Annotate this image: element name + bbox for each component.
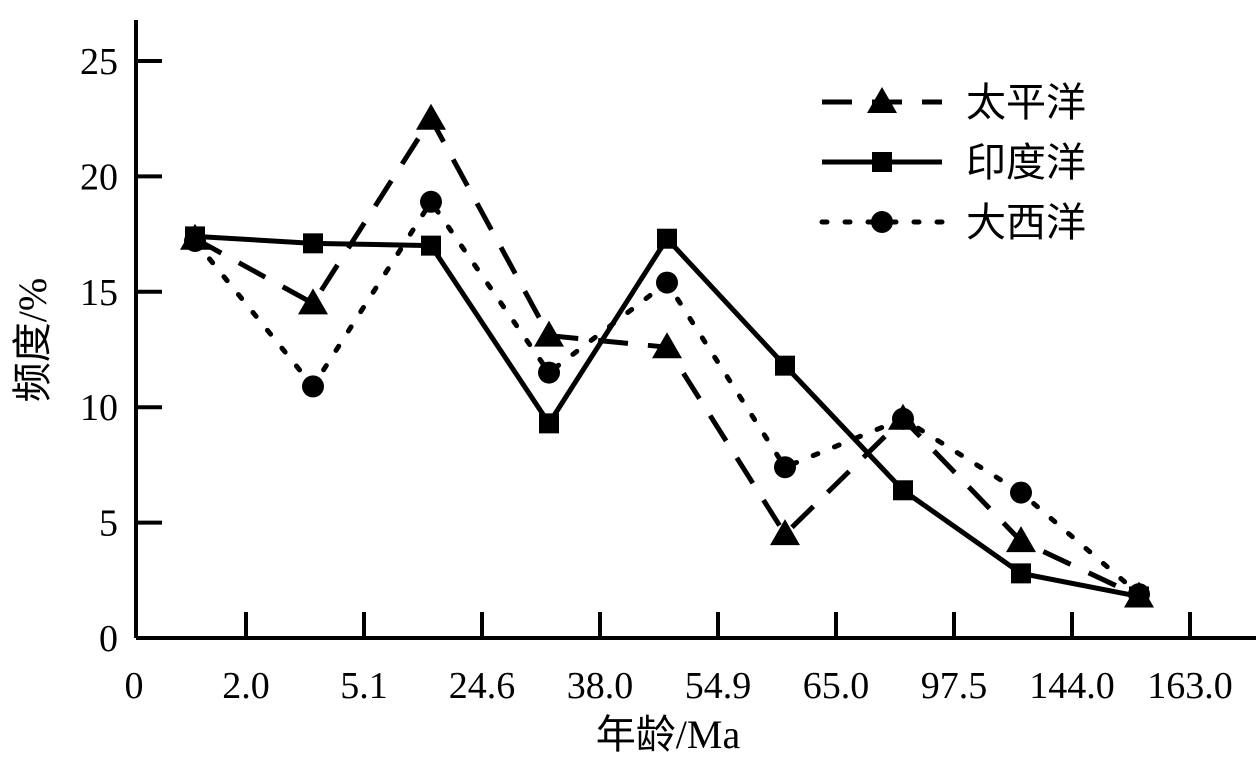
legend-label-2: 印度洋 xyxy=(966,140,1086,185)
y-tick-label-20: 20 xyxy=(80,156,118,198)
data-point-1-8 xyxy=(1006,526,1036,553)
legend-label-3: 大西洋 xyxy=(966,200,1086,245)
data-point-1-3 xyxy=(416,103,446,130)
data-point-1-4 xyxy=(534,320,564,347)
data-point-3-7 xyxy=(892,407,914,430)
data-point-2-7 xyxy=(893,480,913,501)
legend-marker-2 xyxy=(872,152,892,172)
data-point-3-5 xyxy=(656,271,678,294)
x-axis-label: 年龄/Ma xyxy=(596,712,741,757)
y-tick-label-15: 15 xyxy=(80,272,118,314)
origin-label: 0 xyxy=(125,665,144,707)
data-point-1-5 xyxy=(652,332,682,359)
x-tick-label-6: 65.0 xyxy=(803,665,870,707)
data-point-3-6 xyxy=(774,456,796,479)
x-tick-label-3: 24.6 xyxy=(449,665,516,707)
data-point-2-2 xyxy=(303,233,323,254)
series-3 xyxy=(184,190,1150,606)
legend-label-1: 太平洋 xyxy=(966,80,1086,125)
x-tick-label-7: 97.5 xyxy=(921,665,988,707)
data-point-2-4 xyxy=(539,413,559,434)
data-point-3-3 xyxy=(420,190,442,213)
series-layer xyxy=(180,103,1154,608)
x-tick-label-9: 163.0 xyxy=(1147,665,1233,707)
data-point-3-9 xyxy=(1128,583,1150,606)
y-tick-label-0: 0 xyxy=(99,618,118,660)
y-tick-label-10: 10 xyxy=(80,387,118,429)
data-point-3-8 xyxy=(1010,481,1032,504)
x-tick-label-8: 144.0 xyxy=(1029,665,1115,707)
x-tick-label-5: 54.9 xyxy=(685,665,752,707)
data-point-2-5 xyxy=(657,228,677,249)
data-point-1-6 xyxy=(770,519,800,546)
x-tick-label-1: 2.0 xyxy=(222,665,270,707)
y-tick-label-5: 5 xyxy=(99,503,118,545)
series-line-3 xyxy=(192,199,1142,597)
legend-marker-3 xyxy=(871,211,893,233)
axes: 0 5 10 15 20 25 2.0 5.1 24.6 38.0 54.9 65.0 97.5 144.… xyxy=(80,20,1256,707)
data-point-3-4 xyxy=(538,361,560,384)
data-point-3-2 xyxy=(302,375,324,398)
y-tick-label-25: 25 xyxy=(80,41,118,83)
x-tick-label-2: 5.1 xyxy=(340,665,388,707)
data-point-2-3 xyxy=(421,235,441,256)
x-tick-label-4: 38.0 xyxy=(567,665,634,707)
legend-marker-1 xyxy=(867,87,897,113)
data-point-3-1 xyxy=(184,230,206,253)
data-point-2-8 xyxy=(1011,563,1031,584)
data-point-2-6 xyxy=(775,355,795,376)
data-point-1-2 xyxy=(298,288,328,315)
y-axis-label: 频度/% xyxy=(10,278,55,402)
